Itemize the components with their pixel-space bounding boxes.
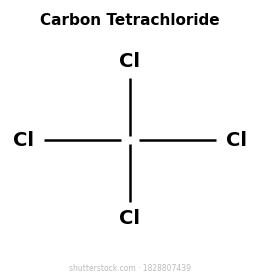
Text: Cl: Cl — [13, 130, 34, 150]
Text: Cl: Cl — [120, 209, 140, 228]
Text: Cl: Cl — [120, 52, 140, 71]
Text: Cl: Cl — [226, 130, 247, 150]
Text: Carbon Tetrachloride: Carbon Tetrachloride — [40, 13, 220, 28]
Text: shutterstock.com · 1828807439: shutterstock.com · 1828807439 — [69, 264, 191, 273]
